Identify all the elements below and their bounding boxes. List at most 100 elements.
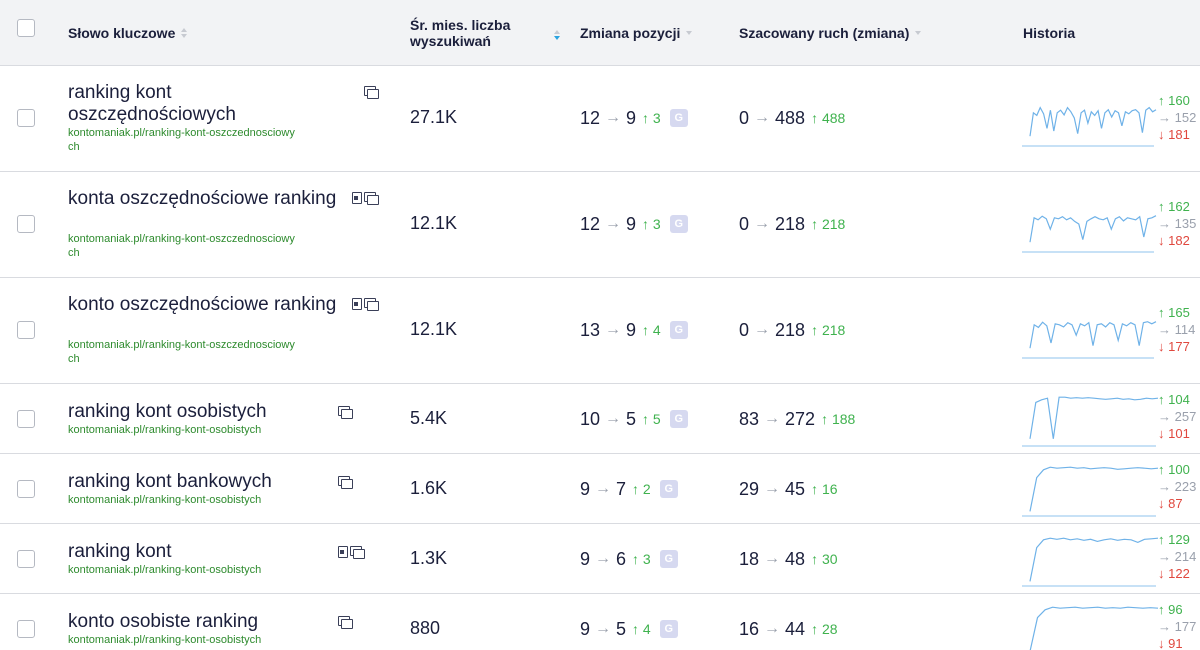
sparkline-path [1029, 606, 1159, 650]
position-from: 12 [580, 107, 601, 128]
google-serp-icon[interactable]: G [669, 109, 688, 127]
arrow-right-icon: → [605, 215, 622, 232]
row-icons [338, 616, 353, 629]
table-row[interactable]: konto osobiste ranking kontomaniak.pl/ra… [0, 594, 1200, 650]
row-checkbox[interactable] [17, 480, 35, 498]
arrow-right-icon: → [605, 321, 622, 338]
traffic-change: 29 → 45 ↑ 16 [739, 478, 838, 500]
keyword-link[interactable]: ranking kont bankowych [68, 471, 272, 492]
keyword-url[interactable]: kontomaniak.pl/ranking-kont-osobistych [68, 634, 262, 646]
document-icon[interactable] [352, 298, 362, 310]
chevron-down-icon[interactable] [915, 31, 922, 35]
row-checkbox[interactable] [17, 410, 35, 428]
table-row[interactable]: ranking kont osobistych kontomaniak.pl/r… [0, 384, 1200, 454]
serp-features-icon[interactable] [338, 616, 353, 629]
sort-desc-icon[interactable] [554, 30, 561, 40]
serp-features-icon[interactable] [338, 476, 353, 489]
history-stats: ↑ 96 → 177 ↓ 91 [1158, 601, 1196, 650]
history-sparkline[interactable] [1022, 530, 1160, 588]
select-all-checkbox[interactable] [17, 19, 35, 37]
keyword-url[interactable]: kontomaniak.pl/ranking-kont-oszczednosci… [68, 339, 295, 365]
traffic-change: 83 → 272 ↑ 188 [739, 408, 855, 430]
google-serp-icon[interactable]: G [659, 620, 678, 638]
position-to: 6 [616, 548, 627, 569]
position-change: 10 → 5 ↑ 5 G [580, 408, 688, 430]
position-delta: ↑ 2 [632, 481, 651, 497]
position-to: 9 [626, 213, 637, 234]
traffic-to: 44 [785, 618, 806, 639]
history-same: → 114 [1158, 322, 1196, 337]
search-volume: 1.6K [410, 478, 448, 498]
traffic-from: 0 [739, 107, 750, 128]
history-stats: ↑ 162 → 135 ↓ 182 [1158, 198, 1196, 249]
sparkline-path [1029, 466, 1159, 512]
history-same: → 177 [1158, 619, 1197, 634]
sort-icon[interactable] [181, 28, 188, 38]
keyword-url[interactable]: kontomaniak.pl/ranking-kont-oszczednosci… [68, 233, 295, 259]
row-checkbox[interactable] [17, 109, 35, 127]
keyword-link[interactable]: konto osobiste ranking [68, 611, 259, 632]
google-serp-icon[interactable]: G [669, 410, 688, 428]
google-serp-icon[interactable]: G [669, 321, 688, 339]
keyword-link[interactable]: ranking kont osobistych [68, 401, 267, 422]
row-checkbox[interactable] [17, 620, 35, 638]
col-position-header[interactable]: Zmiana pozycji [580, 0, 693, 66]
google-serp-icon[interactable]: G [659, 550, 678, 568]
traffic-from: 29 [739, 478, 760, 499]
history-sparkline[interactable] [1022, 302, 1158, 360]
chevron-down-icon[interactable] [686, 31, 693, 35]
col-volume-header[interactable]: Śr. mies. liczba wyszukiwań [410, 0, 561, 66]
row-checkbox[interactable] [17, 215, 35, 233]
google-serp-icon[interactable]: G [659, 480, 678, 498]
position-to: 5 [626, 408, 637, 429]
history-sparkline[interactable] [1022, 196, 1158, 254]
table-row[interactable]: ranking kont bankowych kontomaniak.pl/ra… [0, 454, 1200, 524]
keyword-url[interactable]: kontomaniak.pl/ranking-kont-osobistych [68, 494, 262, 506]
history-sparkline[interactable] [1022, 390, 1160, 448]
col-traffic-header[interactable]: Szacowany ruch (zmiana) [739, 0, 922, 66]
row-icons [364, 86, 379, 99]
row-checkbox[interactable] [17, 550, 35, 568]
col-history-header: Historia [1023, 0, 1075, 66]
table-row[interactable]: ranking kont kontomaniak.pl/ranking-kont… [0, 524, 1200, 594]
history-sparkline[interactable] [1022, 600, 1160, 650]
document-icon[interactable] [352, 192, 362, 204]
table-row[interactable]: konto oszczędnościowe ranking kontomania… [0, 278, 1200, 384]
col-keyword-header[interactable]: Słowo kluczowe [68, 0, 188, 66]
row-checkbox[interactable] [17, 321, 35, 339]
table-row[interactable]: ranking kont oszczędnościowych kontomani… [0, 66, 1200, 172]
search-volume: 1.3K [410, 548, 448, 568]
position-from: 12 [580, 213, 601, 234]
history-up: ↑ 96 [1158, 602, 1183, 617]
history-sparkline[interactable] [1022, 90, 1158, 148]
google-serp-icon[interactable]: G [669, 215, 688, 233]
position-delta: ↑ 4 [642, 322, 661, 338]
table-row[interactable]: konta oszczędnościowe ranking kontomania… [0, 172, 1200, 278]
document-icon[interactable] [338, 546, 348, 558]
keyword-url[interactable]: kontomaniak.pl/ranking-kont-osobistych [68, 424, 262, 436]
arrow-right-icon: → [605, 410, 622, 427]
col-history-label: Historia [1023, 25, 1076, 41]
keyword-link[interactable]: konta oszczędnościowe ranking [68, 188, 337, 209]
keyword-link[interactable]: konto oszczędnościowe ranking [68, 294, 337, 315]
serp-features-icon[interactable] [350, 546, 365, 559]
arrow-right-icon: → [754, 109, 771, 126]
serp-features-icon[interactable] [338, 406, 353, 419]
keyword-url[interactable]: kontomaniak.pl/ranking-kont-osobistych [68, 564, 262, 576]
keyword-link[interactable]: ranking kont [68, 541, 172, 562]
traffic-to: 218 [775, 213, 806, 234]
search-volume: 880 [410, 618, 441, 638]
arrow-right-icon: → [764, 620, 781, 637]
keyword-url[interactable]: kontomaniak.pl/ranking-kont-oszczednosci… [68, 127, 295, 153]
position-from: 9 [580, 618, 591, 639]
serp-features-icon[interactable] [364, 298, 379, 311]
position-to: 7 [616, 478, 627, 499]
traffic-delta: ↑ 16 [811, 481, 838, 497]
traffic-delta: ↑ 488 [811, 110, 846, 126]
traffic-delta: ↑ 188 [821, 411, 856, 427]
row-icons [352, 192, 379, 205]
serp-features-icon[interactable] [364, 86, 379, 99]
keyword-link[interactable]: ranking kont oszczędnościowych [68, 82, 236, 125]
history-sparkline[interactable] [1022, 460, 1160, 518]
serp-features-icon[interactable] [364, 192, 379, 205]
